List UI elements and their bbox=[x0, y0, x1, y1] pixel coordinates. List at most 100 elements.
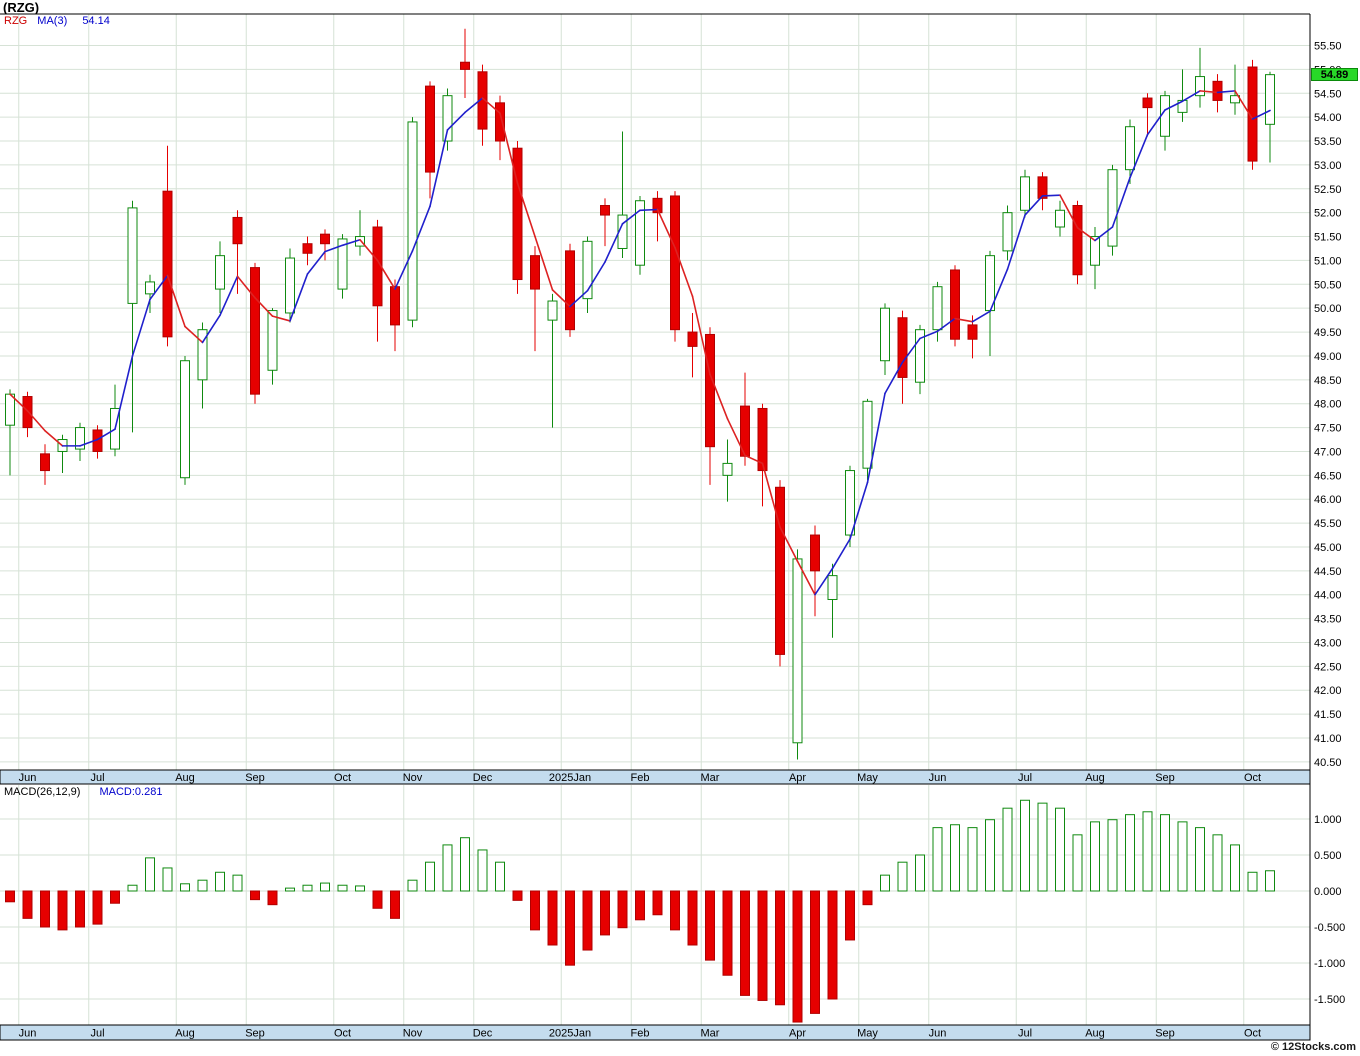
candle-body bbox=[635, 200, 645, 266]
macd-bar bbox=[897, 861, 908, 892]
watermark: © 12Stocks.com bbox=[1270, 1041, 1356, 1053]
ma-segment bbox=[26, 410, 46, 432]
macd-bar bbox=[635, 890, 645, 921]
macd-bar bbox=[127, 884, 138, 892]
macd-bar bbox=[967, 827, 978, 892]
month-label: Aug bbox=[175, 1028, 195, 1040]
candle-body bbox=[495, 102, 505, 142]
month-label: Oct bbox=[334, 1028, 351, 1040]
macd-bar bbox=[215, 871, 225, 892]
month-label: Jul bbox=[1018, 1028, 1032, 1040]
month-label: Jul bbox=[1018, 772, 1032, 784]
ma-segment bbox=[516, 182, 536, 238]
macd-bar bbox=[75, 890, 85, 928]
price-axis-label: 50.50 bbox=[1314, 279, 1342, 291]
ma-segment bbox=[656, 208, 676, 249]
candle-body bbox=[5, 393, 15, 426]
ma-segment bbox=[954, 317, 974, 323]
last-price-badge: 54.89 bbox=[1311, 68, 1358, 82]
ma-segment bbox=[131, 298, 151, 357]
chart-title: (RZG) bbox=[3, 0, 40, 15]
candle-body bbox=[705, 333, 715, 448]
ma-segment bbox=[464, 97, 484, 114]
ma-segment bbox=[551, 289, 571, 308]
macd-bar bbox=[600, 890, 610, 936]
price-axis-label: 43.50 bbox=[1314, 614, 1342, 626]
macd-indicator-value: MACD:0.281 bbox=[99, 786, 163, 798]
macd-bar bbox=[162, 867, 173, 892]
ma-segment bbox=[9, 393, 29, 412]
ma-segment bbox=[779, 526, 799, 563]
candle-body bbox=[512, 147, 523, 281]
ma-segment bbox=[394, 250, 414, 290]
candle-body bbox=[880, 307, 890, 362]
ma-segment bbox=[674, 246, 694, 298]
macd-bar bbox=[320, 882, 330, 892]
month-label: Jun bbox=[19, 772, 37, 784]
macd-axis-label: 0.500 bbox=[1314, 850, 1342, 862]
candles bbox=[5, 28, 1275, 760]
macd-bar bbox=[705, 890, 715, 961]
macd-bar bbox=[407, 879, 418, 892]
candle-body bbox=[460, 61, 470, 70]
price-axis-label: 44.00 bbox=[1314, 590, 1342, 602]
candle-body bbox=[565, 250, 575, 331]
candle-body bbox=[215, 255, 225, 290]
macd-axis-label: 0.000 bbox=[1314, 886, 1342, 898]
macd-bar bbox=[1020, 799, 1030, 892]
ma-segment bbox=[446, 111, 466, 131]
candle-body bbox=[967, 324, 978, 340]
ma-segment bbox=[289, 273, 309, 322]
macd-bar bbox=[775, 890, 785, 1006]
month-label: Oct bbox=[1244, 1028, 1261, 1040]
candle-body bbox=[757, 407, 768, 472]
price-axis-label: 52.50 bbox=[1314, 184, 1342, 196]
price-axis-label: 45.00 bbox=[1314, 542, 1342, 554]
macd-bar bbox=[337, 884, 348, 892]
macd-bar bbox=[757, 890, 768, 1001]
month-label: Nov bbox=[403, 772, 423, 784]
ma-segment bbox=[1181, 90, 1201, 103]
month-label: Jul bbox=[90, 1028, 104, 1040]
ma-segment bbox=[44, 429, 64, 447]
macd-axis-label: -1.000 bbox=[1314, 958, 1345, 970]
month-label: Jun bbox=[19, 1028, 37, 1040]
candle-body bbox=[1107, 169, 1118, 247]
macd-bar bbox=[372, 890, 383, 909]
macd-bar bbox=[1195, 827, 1205, 892]
price-axis-label: 45.50 bbox=[1314, 518, 1342, 530]
ma-segment bbox=[534, 235, 554, 291]
month-label: Mar bbox=[701, 772, 720, 784]
ma-segment bbox=[236, 275, 256, 299]
macd-bar bbox=[810, 890, 820, 1014]
candle-body bbox=[582, 240, 593, 300]
ma-segment bbox=[1251, 109, 1271, 120]
ma-segment bbox=[201, 314, 221, 344]
price-axis-label: 51.00 bbox=[1314, 255, 1342, 267]
ma-segment bbox=[884, 361, 904, 395]
price-axis-label: 47.50 bbox=[1314, 423, 1342, 435]
ma-segment bbox=[1146, 109, 1166, 136]
macd-legend: MACD(26,12,9) MACD:0.281 bbox=[4, 786, 162, 798]
month-label: Jun bbox=[929, 772, 947, 784]
macd-bar bbox=[425, 861, 435, 892]
ma-segment bbox=[324, 244, 344, 253]
ma-segment bbox=[1199, 90, 1219, 94]
ma-segment bbox=[1216, 90, 1236, 94]
candle-body bbox=[425, 85, 435, 173]
macd-bar bbox=[57, 890, 68, 931]
ma-segment bbox=[499, 112, 519, 185]
month-label: Oct bbox=[334, 772, 351, 784]
macd-bar bbox=[1055, 807, 1065, 892]
candle-body bbox=[1142, 97, 1153, 109]
price-axis-label: 46.50 bbox=[1314, 470, 1342, 482]
macd-bar bbox=[40, 890, 50, 928]
price-axis-label: 55.50 bbox=[1314, 41, 1342, 53]
ma-segment bbox=[341, 238, 361, 247]
candle-body bbox=[267, 310, 278, 371]
ma-segment bbox=[254, 297, 274, 317]
candle-body bbox=[250, 267, 260, 395]
macd-bar bbox=[390, 890, 400, 919]
candle-body bbox=[670, 195, 680, 331]
ma-segment bbox=[936, 317, 956, 333]
